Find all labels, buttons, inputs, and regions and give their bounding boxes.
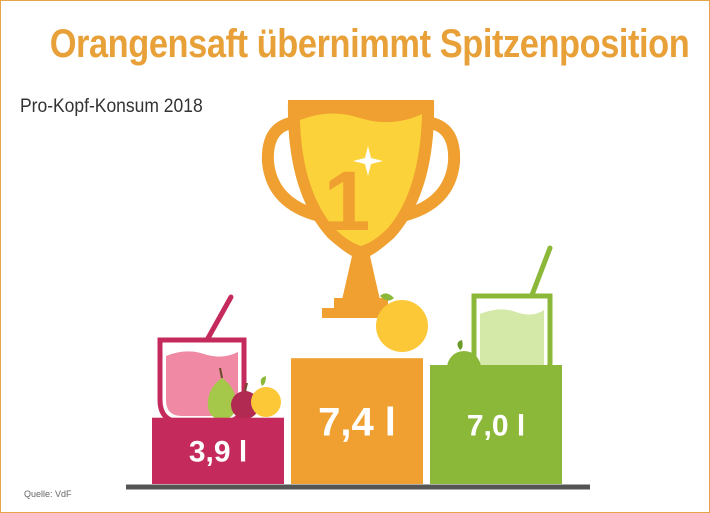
page-subtitle: Pro-Kopf-Konsum 2018 <box>20 96 203 117</box>
peach-icon <box>251 376 281 417</box>
source-note: Quelle: VdF <box>24 489 72 499</box>
bar-left-label: 3,9 l <box>189 436 247 469</box>
bar-center-label: 7,4 l <box>318 401 396 445</box>
bar-series: 3,9 l 7,4 l 7,0 l <box>152 358 562 484</box>
orange-fruit-icon <box>376 293 428 352</box>
bar-right <box>430 365 562 484</box>
pear-icon <box>207 367 237 420</box>
bar-left <box>152 417 284 484</box>
rank-number: 1 <box>324 154 371 248</box>
sparkle-icon <box>353 146 383 176</box>
page-title: Orangensaft übernimmt Spitzenposition <box>49 22 690 66</box>
trophy-icon <box>261 100 461 318</box>
bar-center <box>291 358 423 484</box>
bar-right-label: 7,0 l <box>467 409 525 442</box>
